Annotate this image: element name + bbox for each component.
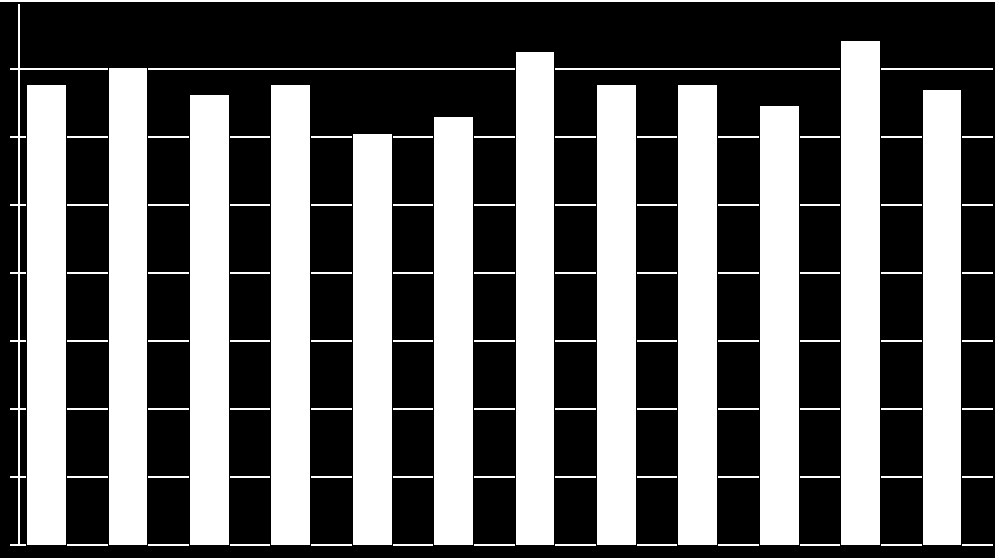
bar (759, 105, 800, 546)
y-tick (10, 544, 18, 546)
bar (189, 94, 230, 546)
bar (677, 84, 718, 546)
bar (840, 40, 881, 546)
bar (108, 67, 149, 546)
y-tick (10, 136, 18, 138)
y-tick (10, 68, 18, 70)
bar-chart (0, 0, 997, 558)
y-tick (10, 476, 18, 478)
y-tick (10, 272, 18, 274)
bar (26, 84, 67, 546)
bar (433, 116, 474, 546)
bar (922, 89, 963, 546)
bar (352, 133, 393, 546)
bar (596, 84, 637, 546)
y-tick (10, 340, 18, 342)
plot-area (18, 4, 993, 546)
bar (515, 51, 556, 546)
y-tick (10, 408, 18, 410)
y-tick (10, 204, 18, 206)
bar (270, 84, 311, 546)
